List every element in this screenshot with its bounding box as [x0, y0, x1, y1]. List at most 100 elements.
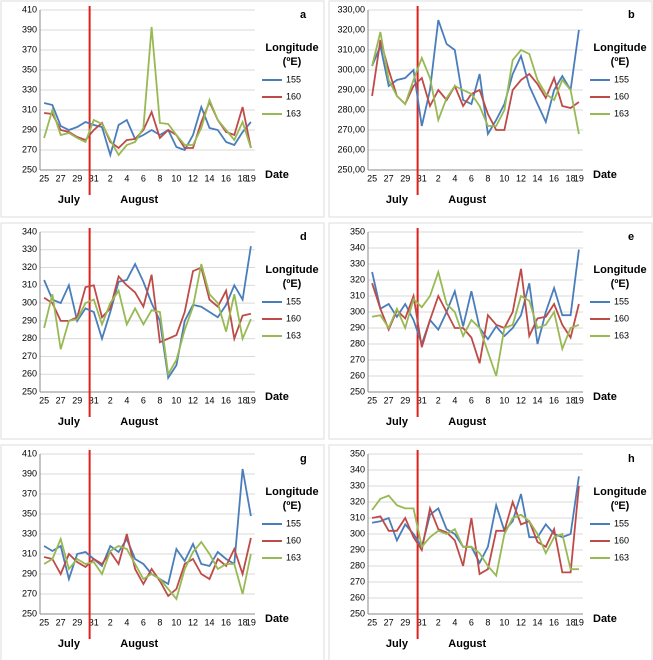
x-tick-label: 29	[72, 173, 82, 183]
y-tick-label: 410	[22, 448, 37, 458]
y-tick-label: 250,00	[337, 164, 365, 174]
x-tick-label: 6	[469, 395, 474, 405]
y-tick-label: 300	[22, 297, 37, 307]
panel-letter: a	[300, 9, 307, 21]
x-tick-label: 12	[188, 617, 198, 627]
y-tick-label: 280	[350, 560, 365, 570]
x-tick-label: 19	[246, 173, 256, 183]
x-tick-label: 29	[72, 617, 82, 627]
panel: 250 260 270 280 290 300 310 320 330 340 25 27 29 31 2 4…	[0, 222, 325, 440]
series-line	[371, 494, 579, 578]
panel-frame	[0, 0, 325, 218]
month-label: July	[58, 416, 81, 428]
x-axis-label: Date	[265, 391, 289, 403]
x-tick-label: 31	[417, 617, 427, 627]
x-tick-label: 6	[141, 173, 146, 183]
y-tick-label: 330	[350, 258, 365, 268]
x-tick-label: 14	[205, 617, 215, 627]
x-tick-label: 16	[549, 173, 559, 183]
y-tick-label: 290	[350, 544, 365, 554]
month-label: August	[120, 194, 158, 206]
panel: 250,00 260,00 270,00 280,00 290,00 300,00 310,…	[328, 0, 653, 218]
y-tick-label: 410	[22, 4, 37, 14]
legend-title: Longitude	[593, 42, 646, 54]
y-tick-label: 310	[22, 548, 37, 558]
panel-letter: e	[628, 231, 634, 243]
series-line	[43, 533, 252, 598]
series-line	[43, 266, 252, 344]
x-tick-label: 12	[188, 395, 198, 405]
x-tick-label: 12	[516, 395, 526, 405]
x-tick-label: 18	[566, 173, 576, 183]
legend-label: 163	[286, 108, 301, 118]
x-tick-label: 12	[188, 173, 198, 183]
y-tick-label: 330,00	[337, 4, 365, 14]
legend-title: Longitude	[593, 264, 646, 276]
x-tick-label: 8	[485, 173, 490, 183]
x-tick-label: 27	[384, 173, 394, 183]
y-tick-label: 340	[22, 226, 37, 236]
series-line	[371, 268, 580, 364]
y-tick-label: 340	[350, 242, 365, 252]
month-label: August	[448, 638, 486, 650]
x-tick-label: 29	[72, 395, 82, 405]
x-tick-label: 18	[566, 395, 576, 405]
x-tick-label: 14	[533, 173, 543, 183]
x-tick-label: 25	[39, 395, 49, 405]
series-line	[43, 99, 252, 150]
x-tick-label: 8	[485, 395, 490, 405]
y-tick-label: 250	[22, 164, 37, 174]
x-tick-label: 4	[124, 395, 129, 405]
y-tick-label: 320	[22, 262, 37, 272]
x-tick-label: 18	[566, 617, 576, 627]
x-tick-label: 31	[89, 395, 99, 405]
y-tick-label: 250	[350, 386, 365, 396]
x-tick-label: 27	[56, 395, 66, 405]
x-tick-label: 27	[384, 617, 394, 627]
legend-label: 163	[614, 330, 629, 340]
x-tick-label: 25	[39, 617, 49, 627]
month-label: July	[58, 194, 81, 206]
y-tick-label: 350	[350, 226, 365, 236]
month-label: July	[58, 638, 81, 650]
y-tick-label: 300,00	[337, 64, 365, 74]
legend-label: 155	[286, 518, 301, 528]
x-tick-label: 25	[367, 173, 377, 183]
legend-label: 155	[286, 296, 301, 306]
month-label: August	[448, 416, 486, 428]
legend-label: 155	[614, 74, 629, 84]
panel-frame	[328, 444, 653, 660]
legend-label: 155	[614, 518, 629, 528]
x-tick-label: 16	[221, 617, 231, 627]
x-tick-label: 25	[367, 395, 377, 405]
panel-letter: h	[628, 453, 635, 465]
x-tick-label: 10	[499, 617, 509, 627]
x-tick-label: 18	[238, 173, 248, 183]
y-tick-label: 250	[22, 386, 37, 396]
y-tick-label: 390	[22, 468, 37, 478]
legend-label: 163	[286, 330, 301, 340]
month-label: July	[386, 638, 409, 650]
x-tick-label: 31	[417, 173, 427, 183]
legend-title: (ºE)	[611, 500, 630, 512]
y-tick-label: 320	[350, 496, 365, 506]
x-axis-label: Date	[593, 613, 617, 625]
legend-title: (ºE)	[283, 56, 302, 68]
legend-label: 160	[614, 535, 629, 545]
legend-title: (ºE)	[611, 278, 630, 290]
x-tick-label: 29	[400, 173, 410, 183]
series-line	[371, 485, 580, 576]
legend-title: Longitude	[265, 42, 318, 54]
y-tick-label: 260	[350, 592, 365, 602]
series-line	[43, 26, 252, 157]
y-tick-label: 330	[22, 84, 37, 94]
legend-title: Longitude	[265, 486, 318, 498]
legend-label: 160	[286, 313, 301, 323]
x-tick-label: 31	[417, 395, 427, 405]
y-tick-label: 300	[350, 306, 365, 316]
x-tick-label: 19	[574, 617, 584, 627]
legend-title: (ºE)	[283, 278, 302, 290]
x-tick-label: 10	[171, 395, 181, 405]
x-tick-label: 18	[238, 395, 248, 405]
y-tick-label: 310	[22, 280, 37, 290]
